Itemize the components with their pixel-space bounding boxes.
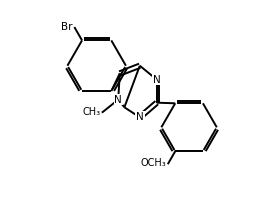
Text: N: N — [153, 75, 161, 85]
Text: N: N — [136, 112, 144, 122]
Text: OCH₃: OCH₃ — [141, 158, 167, 168]
Text: Br: Br — [60, 22, 72, 32]
Text: N: N — [114, 95, 122, 105]
Text: CH₃: CH₃ — [83, 107, 101, 117]
